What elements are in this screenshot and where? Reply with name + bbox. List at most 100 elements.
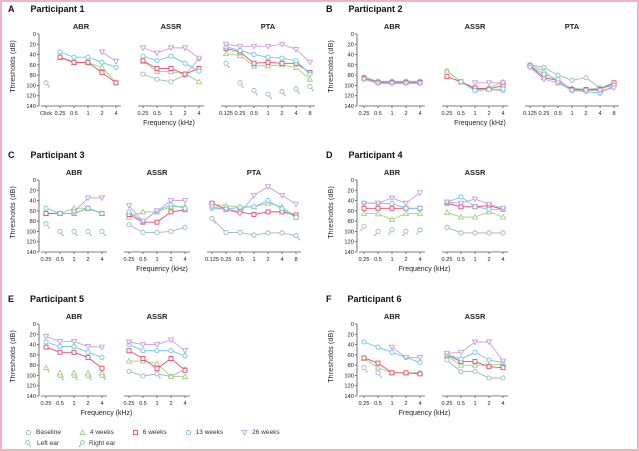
- svg-text:40: 40: [348, 343, 354, 349]
- svg-text:0.5: 0.5: [153, 111, 161, 117]
- series-4-weeks: [443, 208, 507, 220]
- svg-text:140: 140: [344, 250, 354, 256]
- panel-letter: E: [8, 294, 15, 304]
- svg-text:0.5: 0.5: [139, 257, 147, 263]
- svg-text:1: 1: [155, 257, 158, 263]
- series-baseline: [43, 221, 106, 237]
- legend-item-right-ear: Right ear: [76, 439, 115, 449]
- series-26-weeks: [42, 333, 106, 351]
- subplot-pta: PTA 0.125 0.25 0.5 1 2 4 8: [219, 22, 315, 117]
- series-13-weeks: [43, 339, 105, 360]
- svg-text:ASSR: ASSR: [147, 312, 168, 321]
- subplot-abr: ABR 0 20 40 60 80 100 120 140 0.25 0.5 1 2 4: [344, 22, 425, 117]
- legend-marker-square-icon: [132, 430, 138, 435]
- legend: Baseline 4 weeks 6 weeks 13 weeks 26 weeks Le…: [24, 427, 280, 449]
- series-13-weeks: [223, 44, 313, 77]
- svg-text:4: 4: [197, 111, 200, 117]
- svg-text:2: 2: [584, 111, 587, 117]
- svg-text:PTA: PTA: [261, 22, 276, 31]
- series-26-weeks: [443, 196, 507, 212]
- x-axis-label: Frequency (kHz): [454, 120, 506, 127]
- svg-text:0.25: 0.25: [359, 111, 370, 117]
- svg-text:ABR: ABR: [66, 168, 83, 177]
- svg-text:0.25: 0.25: [124, 257, 135, 263]
- svg-text:0.5: 0.5: [56, 401, 64, 407]
- x-axis-label: Frequency (kHz): [80, 410, 133, 417]
- y-axis-label: Thresholds (dB): [328, 39, 335, 93]
- svg-text:1: 1: [266, 111, 269, 117]
- series-baseline: [223, 60, 314, 99]
- svg-text:100: 100: [344, 229, 354, 235]
- panel-letter: A: [8, 4, 15, 14]
- svg-text:0.5: 0.5: [236, 257, 244, 263]
- series-13-weeks: [458, 79, 506, 94]
- svg-text:ASSR: ASSR: [465, 168, 486, 177]
- svg-text:100: 100: [344, 373, 354, 379]
- series-26-weeks: [360, 76, 424, 87]
- panel-title: Participant 6: [347, 294, 402, 304]
- series-26-weeks: [125, 198, 189, 225]
- svg-text:40: 40: [30, 343, 36, 349]
- svg-text:PTA: PTA: [565, 22, 580, 31]
- svg-text:140: 140: [26, 394, 36, 400]
- svg-text:0: 0: [351, 178, 354, 184]
- panel-title: Participant 2: [348, 4, 403, 14]
- svg-text:80: 80: [30, 363, 36, 369]
- svg-text:100: 100: [26, 373, 36, 379]
- svg-text:1: 1: [390, 111, 393, 117]
- panel-title: Participant 4: [348, 150, 403, 160]
- legend-marker-circle-icon: [25, 429, 32, 436]
- series-6-weeks: [43, 344, 105, 371]
- series-26-weeks: [360, 190, 424, 207]
- panel-letter: F: [326, 294, 332, 304]
- svg-text:60: 60: [30, 63, 36, 69]
- panel-letter: C: [8, 150, 15, 160]
- svg-text:2: 2: [100, 111, 103, 117]
- panel-title: Participant 1: [30, 4, 85, 14]
- subplot-assr: ASSR 0.25 0.5 1 2 4: [442, 22, 508, 117]
- legend-label: 6 weeks: [142, 429, 167, 436]
- series-26-weeks: [443, 339, 507, 365]
- svg-text:0.125: 0.125: [523, 111, 537, 117]
- svg-text:0: 0: [33, 32, 36, 38]
- legend-item-26-weeks: 26 weeks: [240, 428, 280, 437]
- series-26-weeks: [526, 64, 618, 94]
- svg-text:1: 1: [570, 111, 573, 117]
- subplot-abr: ABR 0 20 40 60 80 100 120 140 Click 0.25 0.5 1 2 4: [26, 22, 121, 117]
- svg-text:4: 4: [100, 257, 103, 263]
- legend-label: 13 weeks: [195, 429, 224, 436]
- subplot-assr: ASSR 0.25 0.5 1 2 4: [138, 22, 204, 117]
- svg-text:120: 120: [26, 94, 36, 100]
- svg-text:40: 40: [348, 53, 354, 59]
- svg-text:1: 1: [72, 401, 75, 407]
- panel-participant-5: E Participant 5 Thresholds (dB) ABR 0 20 40 60 8…: [8, 294, 194, 417]
- svg-text:60: 60: [30, 353, 36, 359]
- panel-participant-2: B Participant 2 Thresholds (dB) ABR 0 20 40 60 8…: [326, 4, 623, 127]
- svg-text:0.5: 0.5: [139, 401, 147, 407]
- svg-text:0.25: 0.25: [359, 401, 370, 407]
- svg-text:8: 8: [308, 111, 311, 117]
- svg-text:4: 4: [418, 257, 421, 263]
- svg-text:2: 2: [487, 401, 490, 407]
- x-axis-label: Frequency (kHz): [398, 266, 451, 273]
- svg-text:0.5: 0.5: [554, 111, 562, 117]
- svg-text:ABR: ABR: [66, 312, 83, 321]
- svg-text:ABR: ABR: [384, 312, 401, 321]
- series-baseline: [126, 222, 188, 236]
- svg-text:ASSR: ASSR: [161, 22, 182, 31]
- subplot-assr: ASSR 0.25 0.5 1 2 4: [442, 168, 508, 263]
- svg-text:2: 2: [169, 257, 172, 263]
- svg-text:0.5: 0.5: [374, 257, 382, 263]
- svg-text:40: 40: [30, 53, 36, 59]
- svg-text:2: 2: [183, 111, 186, 117]
- svg-text:1: 1: [252, 257, 255, 263]
- svg-text:ABR: ABR: [384, 22, 401, 31]
- svg-text:4: 4: [418, 111, 421, 117]
- series-baseline: [209, 216, 300, 241]
- svg-text:4: 4: [501, 111, 504, 117]
- svg-text:PTA: PTA: [247, 168, 262, 177]
- svg-text:ABR: ABR: [384, 168, 401, 177]
- series-26-weeks: [388, 344, 424, 361]
- legend-item-baseline: Baseline: [24, 428, 61, 437]
- svg-text:0.25: 0.25: [442, 257, 453, 263]
